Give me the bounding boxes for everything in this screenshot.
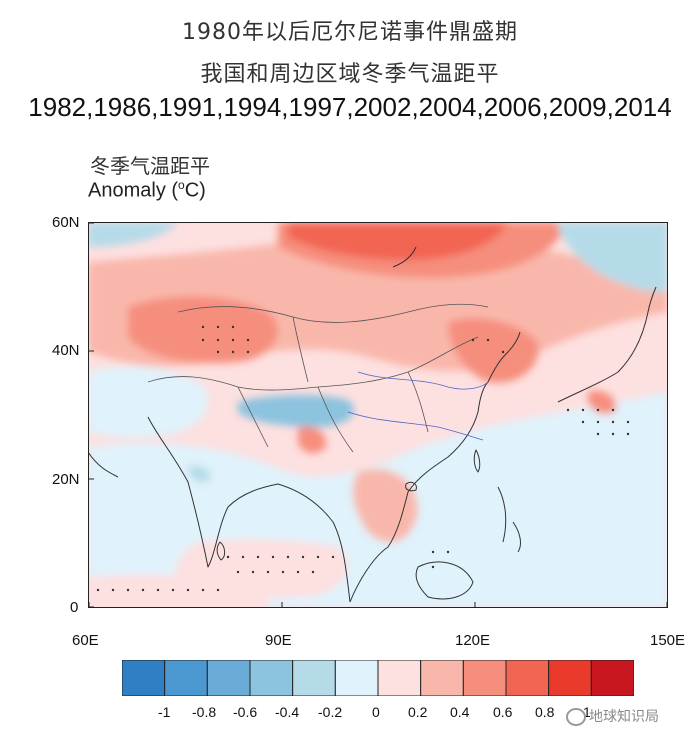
pink-indian-ocean-band	[88, 574, 268, 608]
colorbar-label: -0.2	[318, 704, 343, 720]
lon-label-120e: 120E	[455, 632, 491, 649]
coastline-japan	[557, 286, 657, 403]
colorbar-label: 1	[583, 704, 591, 720]
wechat-icon	[566, 708, 586, 726]
subtitle-chinese: 冬季气温距平	[90, 154, 210, 178]
colorbar-label: -0.4	[275, 704, 300, 720]
watermark-text: 地球知识局	[589, 709, 659, 725]
island-sri-lanka	[216, 541, 226, 561]
title-years: 1982,1986,1991,1994,1997,2002,2004,2006,…	[28, 92, 672, 122]
blue-northeast-corner	[558, 222, 668, 293]
lon-label-150e: 150E	[650, 632, 686, 649]
colorbar-swatch	[590, 660, 634, 696]
axis-ticks	[88, 222, 668, 608]
orange-xinjiang-patch	[128, 296, 278, 364]
subtitle-anomaly-unit: Anomaly (oC)	[88, 178, 206, 202]
light-blue-west-region	[88, 366, 209, 438]
colorbar-swatch	[548, 660, 592, 696]
colorbar-swatch	[505, 660, 550, 696]
lat-label-40n: 40N	[52, 342, 80, 359]
pink-south-china-sea	[352, 468, 418, 543]
islands-philippines	[497, 486, 521, 553]
country-borders	[147, 303, 489, 453]
significance-dots	[96, 325, 630, 592]
colorbar-label: -0.8	[192, 704, 217, 720]
lake-baikal	[392, 246, 417, 268]
colorbar-swatch	[462, 660, 507, 696]
colorbar-swatch	[206, 660, 251, 696]
anomaly-map	[88, 222, 668, 608]
colorbar-label: 0	[372, 704, 380, 720]
coastline-india	[147, 416, 351, 603]
coastline-southeast-asia	[349, 381, 489, 603]
colorbar-swatch	[122, 660, 166, 696]
blue-india-small	[188, 465, 211, 483]
lon-label-60e: 60E	[72, 632, 99, 649]
orange-tibet-patch	[298, 425, 327, 454]
lat-label-0: 0	[70, 599, 79, 616]
colorbar-swatch	[249, 660, 294, 696]
lat-label-60n: 60N	[52, 214, 80, 231]
coastline-arabia	[88, 451, 119, 478]
colorbar-label: 0.2	[408, 704, 428, 720]
colorbar-swatch	[420, 660, 464, 696]
colorbar-label: -0.6	[233, 704, 258, 720]
lat-label-20n: 20N	[52, 471, 80, 488]
title-line-2: 我国和周边区域冬季气温距平	[200, 62, 500, 87]
colorbar-swatch	[334, 660, 379, 696]
colorbar-label: 0.6	[493, 704, 513, 720]
china-rivers	[347, 371, 489, 441]
orange-korea-patch	[448, 318, 539, 383]
blue-northwest-corner	[88, 222, 178, 247]
coastline-korea	[487, 331, 521, 383]
red-siberia-core	[288, 222, 508, 261]
island-borneo	[415, 561, 474, 600]
title-line-1: 1980年以后厄尔尼诺事件鼎盛期	[182, 20, 518, 45]
colorbar-label: 0.4	[450, 704, 470, 720]
colorbar-label: 0.8	[535, 704, 555, 720]
colorbar-label: -1	[158, 704, 171, 720]
colorbar	[122, 660, 634, 696]
lon-label-90e: 90E	[265, 632, 292, 649]
colorbar-swatch	[292, 660, 336, 696]
map-frame	[88, 222, 668, 608]
watermark: 地球知识局	[566, 706, 659, 726]
colorbar-swatch	[377, 660, 422, 696]
island-taiwan	[473, 449, 481, 473]
island-hainan	[405, 481, 417, 492]
colorbar-swatch	[164, 660, 208, 696]
orange-japan-patch	[588, 390, 617, 415]
